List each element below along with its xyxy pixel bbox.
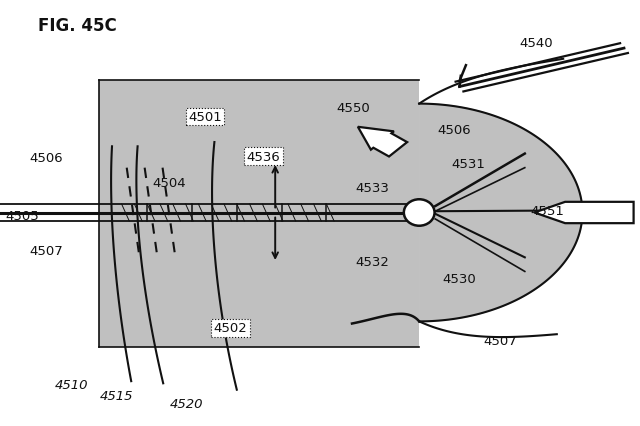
FancyArrow shape [358, 127, 407, 157]
Text: 4550: 4550 [337, 102, 370, 115]
Text: 4533: 4533 [356, 182, 389, 195]
Text: 4507: 4507 [484, 334, 517, 347]
Polygon shape [419, 213, 582, 322]
Text: 4507: 4507 [29, 244, 63, 257]
Text: 4520: 4520 [170, 397, 204, 410]
Text: 4504: 4504 [153, 177, 186, 190]
Text: 4530: 4530 [443, 273, 476, 285]
Text: 4502: 4502 [214, 322, 247, 334]
Text: 4506: 4506 [438, 124, 471, 136]
Text: 4536: 4536 [247, 150, 280, 163]
Text: 4515: 4515 [100, 389, 133, 402]
Text: 4532: 4532 [356, 256, 389, 268]
Text: 4540: 4540 [520, 37, 553, 50]
Text: 4551: 4551 [531, 204, 564, 217]
Bar [99, 81, 419, 347]
Text: 4510: 4510 [55, 378, 88, 391]
Text: 4505: 4505 [6, 210, 39, 222]
FancyArrow shape [534, 202, 634, 224]
Polygon shape [419, 104, 582, 213]
Text: 4531: 4531 [452, 158, 485, 170]
Text: 4501: 4501 [188, 111, 221, 124]
Text: 4506: 4506 [29, 152, 63, 165]
Ellipse shape [404, 200, 435, 226]
Text: FIG. 45C: FIG. 45C [38, 17, 117, 35]
